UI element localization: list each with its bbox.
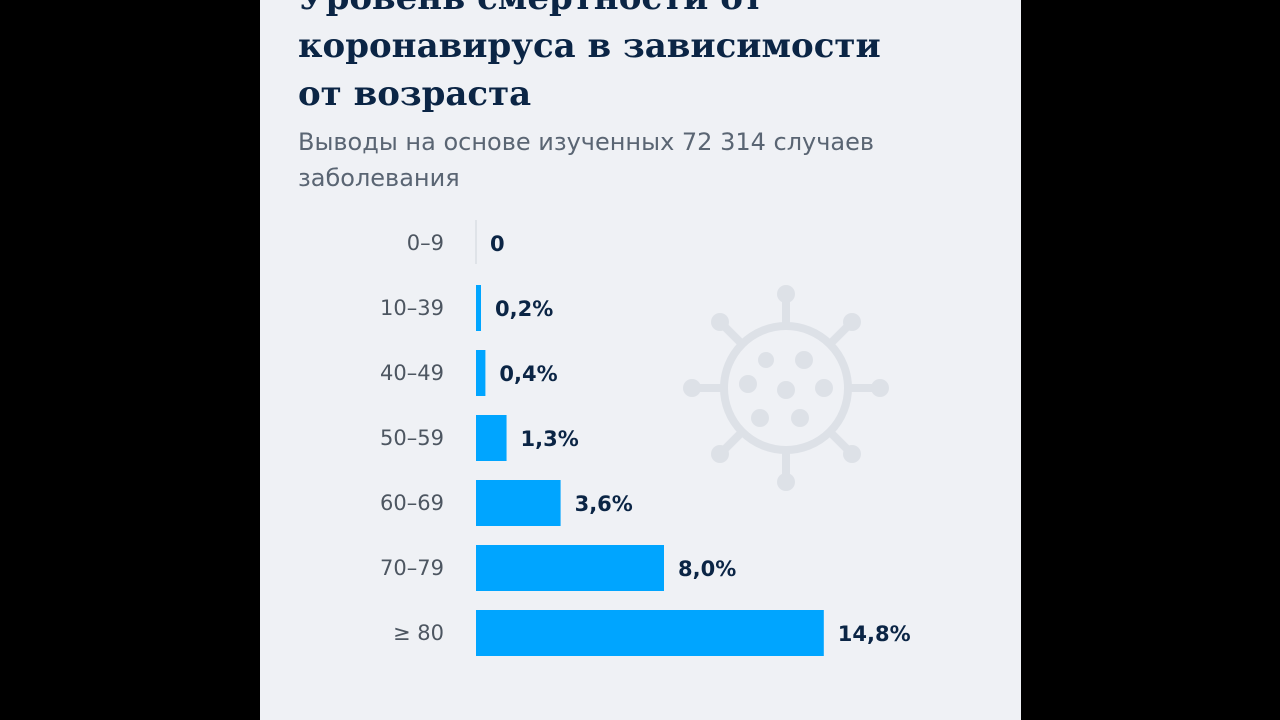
title-line-3: от возраста xyxy=(298,74,532,114)
data-bar xyxy=(476,415,507,461)
data-value-label: 0 xyxy=(490,232,505,256)
infographic-panel: Уровень смертности от коронавируса в зав… xyxy=(260,0,1021,720)
category-tick-label: ≥ 80 xyxy=(393,621,444,645)
data-value-label: 14,8% xyxy=(838,622,911,646)
chart-title: Уровень смертности от коронавируса в зав… xyxy=(298,0,881,118)
bar-chart: 0–9 0 10–39 0,2% 40–49 0,4% 50–59 1,3% 60–69 3,6%… xyxy=(380,220,911,656)
data-value-label: 1,3% xyxy=(521,427,579,451)
category-tick-label: 40–49 xyxy=(380,361,444,385)
data-value-label: 3,6% xyxy=(575,492,633,516)
data-bar xyxy=(476,350,486,396)
data-bar xyxy=(476,285,481,331)
category-tick-label: 60–69 xyxy=(380,491,444,515)
chart-subtitle: Выводы на основе изученных 72 314 случае… xyxy=(298,128,875,192)
data-value-label: 8,0% xyxy=(678,557,736,581)
category-tick-label: 0–9 xyxy=(407,231,444,255)
category-tick-label: 70–79 xyxy=(380,556,444,580)
title-line-2: коронавируса в зависимости xyxy=(298,26,881,66)
data-bar xyxy=(476,545,664,591)
title-line-1: Уровень смертности от xyxy=(298,0,881,22)
virus-icon xyxy=(683,285,889,491)
category-tick-label: 10–39 xyxy=(380,296,444,320)
data-bar xyxy=(476,610,824,656)
data-value-label: 0,4% xyxy=(499,362,557,386)
data-bar xyxy=(476,480,561,526)
category-tick-label: 50–59 xyxy=(380,426,444,450)
data-value-label: 0,2% xyxy=(495,297,553,321)
